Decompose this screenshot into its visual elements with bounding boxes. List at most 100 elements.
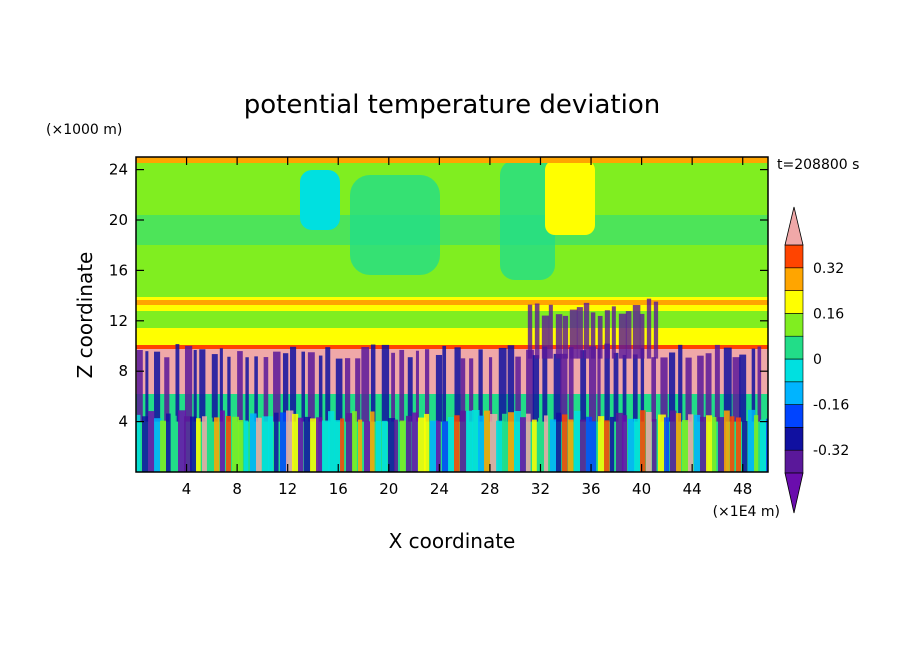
- convective-column: [382, 420, 388, 472]
- convective-column: [472, 409, 480, 472]
- plume: [237, 351, 243, 422]
- green-patch-center: [350, 175, 440, 275]
- plume: [282, 353, 289, 422]
- convective-column: [490, 413, 498, 472]
- convective-column: [610, 416, 615, 472]
- convective-column: [538, 417, 543, 472]
- plume: [318, 355, 323, 422]
- tall-plume: [653, 301, 659, 359]
- plume-layer: [136, 298, 774, 422]
- plume: [344, 358, 351, 422]
- tall-plume: [618, 313, 627, 359]
- convective-column: [730, 416, 735, 472]
- tall-plume: [632, 305, 641, 359]
- convective-column: [598, 416, 605, 472]
- plume: [175, 344, 180, 422]
- plume: [515, 356, 521, 422]
- x-tick-label: 8: [232, 480, 242, 498]
- plume: [391, 352, 396, 422]
- convective-column: [436, 420, 441, 472]
- x-tick-label: 24: [430, 480, 449, 498]
- plume: [435, 354, 443, 422]
- plume: [553, 353, 562, 422]
- convective-column: [520, 417, 526, 472]
- plume: [542, 346, 548, 422]
- plume: [532, 355, 540, 422]
- convective-column: [586, 416, 593, 472]
- convective-column: [508, 412, 515, 472]
- plume: [697, 355, 704, 422]
- colorbar-bin: [784, 267, 804, 291]
- convective-column: [418, 417, 426, 472]
- band-yellow-lower: [136, 328, 768, 346]
- plume: [714, 344, 720, 422]
- convective-column: [724, 410, 730, 472]
- plume: [307, 352, 315, 422]
- convective-column: [136, 414, 141, 472]
- plume: [361, 347, 370, 422]
- plume: [454, 347, 461, 422]
- convective-column: [352, 411, 357, 472]
- convective-column: [604, 420, 610, 472]
- x-tick-label: 48: [733, 480, 752, 498]
- plume: [488, 357, 493, 422]
- convective-column: [742, 420, 748, 472]
- colorbar-bin: [784, 381, 804, 405]
- convective-column: [250, 413, 257, 472]
- colorbar-extend-min: [784, 472, 804, 514]
- convective-column: [556, 412, 562, 472]
- convective-column: [448, 417, 455, 472]
- colorbar-tick-label: -0.32: [813, 443, 849, 459]
- convective-column: [706, 415, 713, 472]
- plume: [301, 351, 305, 422]
- band-red-top: [136, 345, 768, 349]
- convective-column: [274, 412, 279, 472]
- colorbar-bin: [784, 244, 804, 269]
- convective-column: [712, 416, 717, 472]
- plume: [199, 349, 206, 422]
- convective-column: [328, 411, 335, 472]
- plume: [184, 345, 193, 422]
- y-axis: 4 8 12 16 20 24: [109, 161, 768, 431]
- plume: [424, 349, 430, 422]
- convective-column: [622, 415, 628, 472]
- convective-column: [616, 412, 624, 472]
- plume: [705, 353, 712, 422]
- convective-column: [562, 414, 568, 472]
- colorbar-bin: [784, 404, 804, 428]
- x-tick-label: 36: [581, 480, 600, 498]
- colorbar-bin: [784, 290, 804, 314]
- plume: [370, 344, 376, 422]
- convective-column: [658, 414, 666, 472]
- plume: [632, 354, 638, 422]
- plume: [273, 351, 281, 422]
- convective-column: [670, 410, 677, 472]
- convective-column: [700, 416, 708, 472]
- tall-plume: [548, 304, 553, 359]
- convective-column: [760, 419, 766, 472]
- plume: [211, 354, 218, 422]
- colorbar-bin: [784, 449, 804, 474]
- plume: [193, 349, 197, 422]
- plume: [245, 357, 249, 422]
- tall-plume: [583, 302, 590, 359]
- convective-column: [400, 420, 406, 472]
- plume: [769, 346, 774, 421]
- convective-column: [310, 418, 318, 472]
- convective-column: [478, 415, 485, 472]
- y-tick-label: 24: [109, 161, 128, 179]
- y-axis-label: Z coordinate: [73, 252, 97, 379]
- convective-column: [322, 420, 330, 472]
- tall-plume: [597, 315, 603, 359]
- convective-column: [292, 413, 299, 472]
- green-patch-right: [500, 160, 555, 280]
- y-tick-label: 20: [109, 211, 128, 229]
- plume: [254, 356, 258, 422]
- convective-column: [154, 418, 162, 472]
- convective-column: [580, 419, 586, 472]
- convective-column: [220, 410, 225, 472]
- time-label: t=208800 s: [777, 157, 859, 173]
- colorbar-tick-label: 0: [813, 352, 822, 368]
- x-unit-label: (×1E4 m): [713, 504, 780, 520]
- plume: [739, 354, 747, 422]
